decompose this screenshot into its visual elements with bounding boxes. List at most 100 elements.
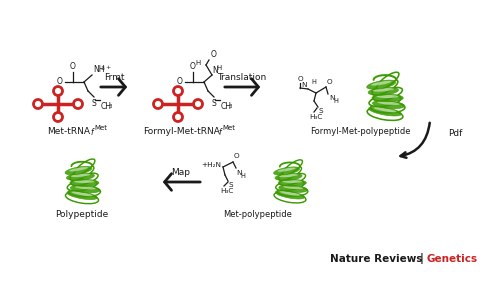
Text: O: O	[70, 62, 76, 71]
Text: CH: CH	[221, 102, 232, 111]
Ellipse shape	[65, 166, 92, 175]
Ellipse shape	[69, 187, 101, 197]
Text: S: S	[212, 99, 216, 108]
Ellipse shape	[373, 88, 394, 92]
Text: O: O	[211, 50, 217, 59]
Ellipse shape	[280, 173, 305, 186]
Ellipse shape	[372, 94, 403, 102]
Ellipse shape	[66, 173, 95, 180]
Text: Met: Met	[222, 125, 235, 131]
Text: S: S	[92, 99, 97, 108]
Ellipse shape	[70, 179, 99, 186]
Ellipse shape	[377, 72, 399, 89]
Text: Translation: Translation	[217, 73, 267, 82]
Ellipse shape	[65, 192, 99, 204]
Text: O: O	[297, 76, 303, 82]
Text: Met: Met	[94, 125, 107, 131]
Ellipse shape	[276, 180, 304, 191]
Ellipse shape	[372, 101, 404, 109]
Ellipse shape	[367, 80, 396, 89]
Text: N: N	[301, 82, 307, 88]
Ellipse shape	[279, 167, 301, 180]
Text: S: S	[319, 108, 323, 114]
Ellipse shape	[274, 167, 300, 175]
Ellipse shape	[280, 191, 300, 196]
Text: Frmt: Frmt	[104, 73, 124, 82]
Text: O: O	[234, 153, 239, 159]
Text: H: H	[240, 173, 245, 179]
Text: |: |	[420, 253, 424, 264]
Text: 3: 3	[101, 66, 105, 71]
Ellipse shape	[74, 180, 95, 183]
Ellipse shape	[377, 101, 400, 105]
Text: Met-tRNA: Met-tRNA	[47, 127, 90, 136]
Ellipse shape	[369, 107, 401, 116]
Circle shape	[174, 87, 183, 96]
Ellipse shape	[373, 87, 402, 101]
Text: H: H	[216, 65, 221, 71]
Ellipse shape	[371, 81, 391, 85]
Text: 3: 3	[109, 104, 113, 109]
Ellipse shape	[278, 168, 296, 172]
Text: H: H	[196, 60, 201, 66]
Ellipse shape	[279, 174, 298, 177]
Text: H₃C: H₃C	[309, 114, 322, 120]
Text: O: O	[190, 62, 196, 71]
Circle shape	[194, 100, 203, 109]
Text: Polypeptide: Polypeptide	[55, 210, 109, 219]
Ellipse shape	[71, 173, 98, 186]
Text: N: N	[212, 66, 218, 75]
Text: Pdf: Pdf	[448, 129, 462, 138]
Text: Met-polypeptide: Met-polypeptide	[223, 210, 292, 219]
Ellipse shape	[368, 87, 398, 95]
Text: f: f	[90, 128, 93, 137]
Ellipse shape	[274, 192, 306, 203]
Ellipse shape	[277, 186, 308, 196]
Text: Formyl-Met-tRNA: Formyl-Met-tRNA	[143, 127, 220, 136]
Text: H: H	[333, 98, 338, 104]
Ellipse shape	[71, 191, 93, 196]
Text: +: +	[105, 65, 110, 70]
Text: N: N	[236, 170, 241, 176]
Ellipse shape	[377, 95, 398, 98]
Circle shape	[34, 100, 42, 109]
Ellipse shape	[67, 191, 97, 200]
Text: H: H	[311, 79, 316, 85]
Text: +H₂N: +H₂N	[201, 162, 221, 168]
Ellipse shape	[279, 185, 307, 192]
Ellipse shape	[374, 107, 396, 112]
Text: NH: NH	[93, 65, 105, 74]
Text: O: O	[327, 79, 332, 85]
Ellipse shape	[75, 186, 96, 190]
Ellipse shape	[67, 180, 97, 191]
Text: Formyl-Met-polypeptide: Formyl-Met-polypeptide	[310, 127, 410, 136]
Circle shape	[174, 113, 183, 122]
Circle shape	[153, 100, 162, 109]
Text: H₃C: H₃C	[220, 188, 233, 194]
Ellipse shape	[278, 179, 306, 186]
Text: CH: CH	[101, 102, 112, 111]
Text: f: f	[218, 128, 221, 137]
Ellipse shape	[371, 102, 405, 113]
Text: Genetics: Genetics	[427, 254, 478, 264]
Circle shape	[53, 87, 62, 96]
Text: 3: 3	[229, 104, 232, 109]
Ellipse shape	[275, 173, 302, 180]
Ellipse shape	[70, 185, 100, 193]
Ellipse shape	[70, 174, 90, 177]
Circle shape	[73, 100, 82, 109]
Ellipse shape	[283, 160, 302, 175]
Ellipse shape	[283, 180, 302, 183]
Text: N: N	[329, 95, 334, 101]
Text: Nature Reviews: Nature Reviews	[330, 254, 423, 264]
Text: O: O	[177, 78, 183, 87]
Ellipse shape	[367, 108, 403, 120]
Ellipse shape	[70, 166, 94, 180]
Ellipse shape	[275, 191, 305, 199]
Ellipse shape	[69, 167, 88, 171]
Ellipse shape	[369, 95, 401, 107]
Text: Map: Map	[172, 168, 191, 177]
Ellipse shape	[372, 80, 398, 95]
Ellipse shape	[74, 159, 95, 175]
Ellipse shape	[283, 186, 303, 189]
